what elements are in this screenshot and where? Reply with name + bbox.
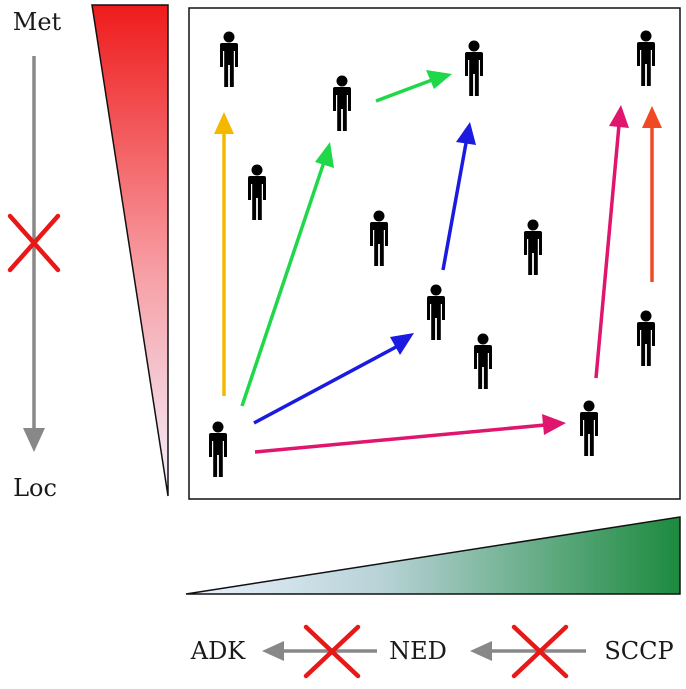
magenta-arrow-vertical-icon: [594, 105, 629, 379]
cross-icon: [511, 624, 569, 679]
yellow-arrow-icon: [214, 112, 234, 396]
magenta-arrow-horizontal-icon: [254, 414, 566, 454]
diversity-gradient-wedge: [185, 516, 681, 595]
ned-to-adk-arrow-icon: [262, 641, 377, 661]
green-arrow-long-icon: [240, 142, 334, 407]
label-adk: ADK: [190, 637, 247, 665]
label-met: Met: [13, 8, 62, 36]
label-loc: Loc: [13, 474, 57, 502]
blue-arrow-upper-icon: [441, 122, 476, 271]
cross-icon: [303, 624, 361, 679]
green-arrow-short-icon: [375, 70, 452, 103]
metastatic-gradient-wedge: [91, 4, 169, 497]
label-ned: NED: [389, 637, 447, 665]
orange-arrow-icon: [642, 106, 662, 282]
sccp-to-ned-arrow-icon: [470, 641, 586, 661]
label-sccp: SCCP: [604, 637, 673, 665]
cross-icon: [7, 213, 61, 273]
population-box: [188, 7, 681, 500]
blue-arrow-lower-icon: [253, 333, 414, 425]
